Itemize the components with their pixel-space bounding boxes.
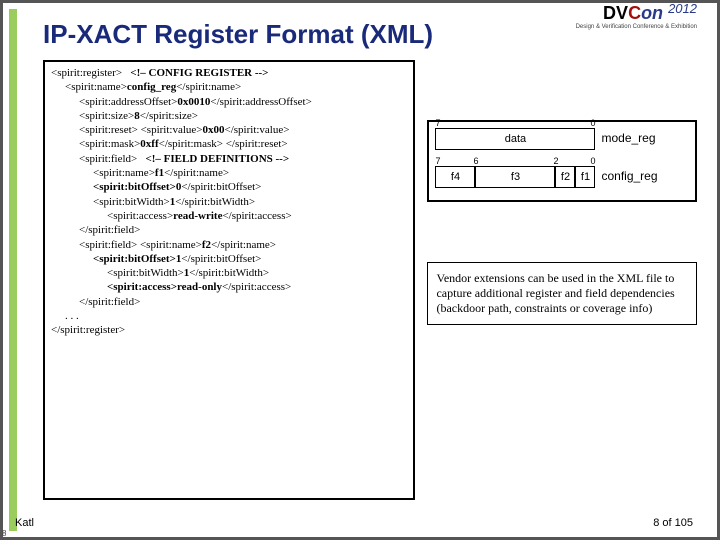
xml-l14a: <spirit:bitOffset> (93, 253, 176, 265)
xml-l7b: <!– FIELD DEFINITIONS --> (145, 153, 289, 165)
mode-reg-label: mode_reg (601, 131, 655, 145)
xml-l19: </spirit:register> (51, 324, 125, 336)
xml-l16a: <spirit:access> (107, 281, 177, 293)
r2-bit7: 7 (435, 156, 440, 166)
xml-l2a: <spirit:name> (65, 81, 127, 93)
xml-l12: </spirit:field> (79, 224, 140, 236)
bit7-label: 7 (435, 118, 440, 128)
logo-on: on (641, 3, 663, 23)
xml-l6b: 0xff (140, 138, 158, 150)
xml-code-box: <spirit:register> <!– CONFIG REGISTER --… (43, 60, 415, 500)
xml-l8c: </spirit:name> (164, 167, 229, 179)
xml-l13b: f2 (202, 239, 211, 251)
xml-l7a: <spirit:field> (79, 153, 137, 165)
r2-bit6: 6 (473, 156, 478, 166)
logo-dv: DV (603, 3, 628, 23)
bit0-label: 0 (590, 118, 595, 128)
xml-l1b: <!– CONFIG REGISTER --> (130, 67, 268, 79)
xml-l9a: <spirit:bitOffset> (93, 181, 176, 193)
xml-l2b: config_reg (127, 81, 176, 93)
register-diagram: 7 0 data mode_reg 7 6 2 0 f4 f3 f2 f1 co… (427, 120, 697, 202)
corner-number: 8 (2, 529, 6, 538)
xml-l11b: read-write (173, 210, 222, 222)
field-f1: f1 (575, 166, 595, 188)
xml-l3c: </spirit:addressOffset> (210, 96, 311, 108)
xml-l11a: <spirit:access> (107, 210, 173, 222)
logo-sub: Design & Verification Conference & Exhib… (576, 24, 697, 30)
xml-l18: . . . (65, 310, 79, 322)
accent-bar (9, 9, 17, 531)
xml-l4c: </spirit:size> (140, 110, 198, 122)
r2-bit2: 2 (553, 156, 558, 166)
logo-year: 2012 (668, 1, 697, 16)
r2-bit0: 0 (590, 156, 595, 166)
xml-l15c: </spirit:bitWidth> (189, 267, 269, 279)
xml-l8a: <spirit:name> (93, 167, 155, 179)
xml-l6a: <spirit:mask> (79, 138, 140, 150)
footer-cut-text: Katl (15, 517, 34, 529)
xml-l10a: <spirit:bitWidth> (93, 196, 170, 208)
xml-l14c: </spirit:bitOffset> (181, 253, 261, 265)
xml-l4a: <spirit:size> (79, 110, 134, 122)
xml-l17: </spirit:field> (79, 296, 140, 308)
logo: DVCon 2012 Design & Verification Confere… (576, 3, 697, 30)
config-reg-label: config_reg (601, 169, 657, 183)
xml-l10c: </spirit:bitWidth> (175, 196, 255, 208)
xml-l16c: </spirit:access> (222, 281, 291, 293)
xml-l16b: read-only (177, 281, 222, 293)
vendor-note: Vendor extensions can be used in the XML… (427, 262, 697, 325)
xml-l2c: </spirit:name> (176, 81, 241, 93)
field-f3: f3 (475, 166, 555, 188)
xml-l9c: </spirit:bitOffset> (181, 181, 261, 193)
content-area: <spirit:register> <!– CONFIG REGISTER --… (43, 60, 697, 500)
page-number: 8 of 105 (653, 517, 693, 529)
xml-l3b: 0x0010 (177, 96, 210, 108)
xml-l15a: <spirit:bitWidth> (107, 267, 184, 279)
logo-c: C (628, 3, 641, 23)
xml-l5c: </spirit:value> (225, 124, 290, 136)
xml-l6c: </spirit:mask> </spirit:reset> (159, 138, 288, 150)
xml-l3a: <spirit:addressOffset> (79, 96, 177, 108)
right-column: 7 0 data mode_reg 7 6 2 0 f4 f3 f2 f1 co… (427, 60, 697, 500)
xml-l11c: </spirit:access> (222, 210, 291, 222)
xml-l1a: <spirit:register> (51, 67, 122, 79)
xml-l5b: 0x00 (203, 124, 225, 136)
xml-l13c: </spirit:name> (211, 239, 276, 251)
xml-l13a: <spirit:field> <spirit:name> (79, 239, 202, 251)
field-f2: f2 (555, 166, 575, 188)
field-f4: f4 (435, 166, 475, 188)
xml-l8b: f1 (155, 167, 164, 179)
slide: DVCon 2012 Design & Verification Confere… (0, 0, 720, 540)
mode-reg-data: data (435, 128, 595, 150)
xml-l5a: <spirit:reset> <spirit:value> (79, 124, 203, 136)
